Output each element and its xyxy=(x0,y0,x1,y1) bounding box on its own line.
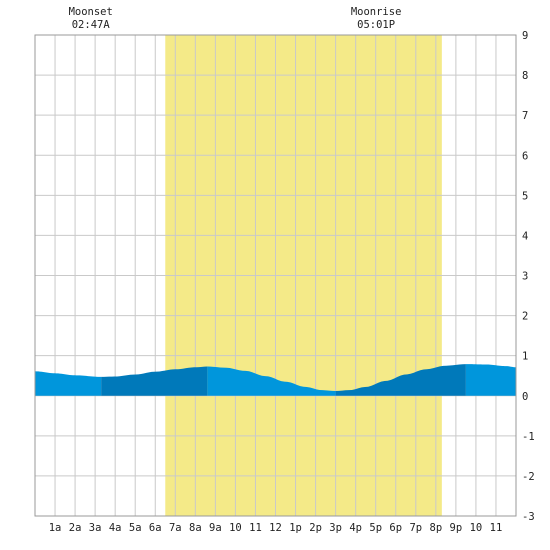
y-tick-label: 7 xyxy=(522,110,528,122)
x-tick-label: 12 xyxy=(269,522,282,534)
tide-area xyxy=(35,364,516,396)
y-tick-label: 9 xyxy=(522,30,528,42)
x-tick-label: 6p xyxy=(389,522,402,534)
y-tick-label: 3 xyxy=(522,271,528,283)
x-tick-label: 10 xyxy=(229,522,242,534)
y-tick-label: 6 xyxy=(522,150,528,162)
tide-segment-rising xyxy=(101,366,208,396)
grid-lines xyxy=(35,34,516,517)
tide-segment-falling xyxy=(35,371,102,396)
x-tick-label: 2a xyxy=(69,522,82,534)
x-tick-label: 1p xyxy=(289,522,302,534)
x-tick-label: 4p xyxy=(349,522,362,534)
x-tick-label: 10 xyxy=(470,522,483,534)
x-tick-label: 8p xyxy=(430,522,443,534)
x-tick-label: 8a xyxy=(189,522,202,534)
moon-event-name: Moonrise xyxy=(351,6,402,18)
y-tick-label: -2 xyxy=(522,471,535,483)
x-tick-label: 2p xyxy=(309,522,322,534)
plot-frame xyxy=(34,34,517,517)
y-tick-label: 1 xyxy=(522,351,528,363)
y-tick-label: 0 xyxy=(522,391,528,403)
tide-segment-rising xyxy=(335,364,466,396)
x-tick-label: 7a xyxy=(169,522,182,534)
y-tick-label: 8 xyxy=(522,70,528,82)
tide-segment-falling xyxy=(207,366,336,396)
y-axis-labels: -3 -2 -1 0 1 2 3 4 5 6 7 8 9 xyxy=(522,30,535,523)
moon-event-time: 02:47A xyxy=(72,19,111,31)
x-tick-label: 6a xyxy=(149,522,162,534)
x-tick-label: 5a xyxy=(129,522,142,534)
x-tick-label: 5p xyxy=(369,522,382,534)
x-tick-label: 3a xyxy=(89,522,102,534)
x-tick-label: 11 xyxy=(490,522,503,534)
tide-segment-falling xyxy=(465,364,516,396)
x-tick-label: 3p xyxy=(329,522,342,534)
x-tick-label: 9p xyxy=(450,522,463,534)
x-axis-labels: 1a 2a 3a 4a 5a 6a 7a 8a 9a 10 11 12 1p 2p 3p 4p 5p 6p 7p 8p… xyxy=(49,522,503,534)
y-tick-label: 4 xyxy=(522,230,528,242)
y-tick-label: -3 xyxy=(522,511,535,523)
y-tick-label: -1 xyxy=(522,431,535,443)
x-tick-label: 4a xyxy=(109,522,122,534)
moon-event-name: Moonset xyxy=(69,6,113,18)
x-tick-label: 7p xyxy=(409,522,422,534)
x-tick-label: 1a xyxy=(49,522,62,534)
x-tick-label: 9a xyxy=(209,522,222,534)
y-tick-label: 5 xyxy=(522,190,528,202)
moon-event-time: 05:01P xyxy=(357,19,395,31)
x-tick-label: 11 xyxy=(249,522,262,534)
y-tick-label: 2 xyxy=(522,311,528,323)
